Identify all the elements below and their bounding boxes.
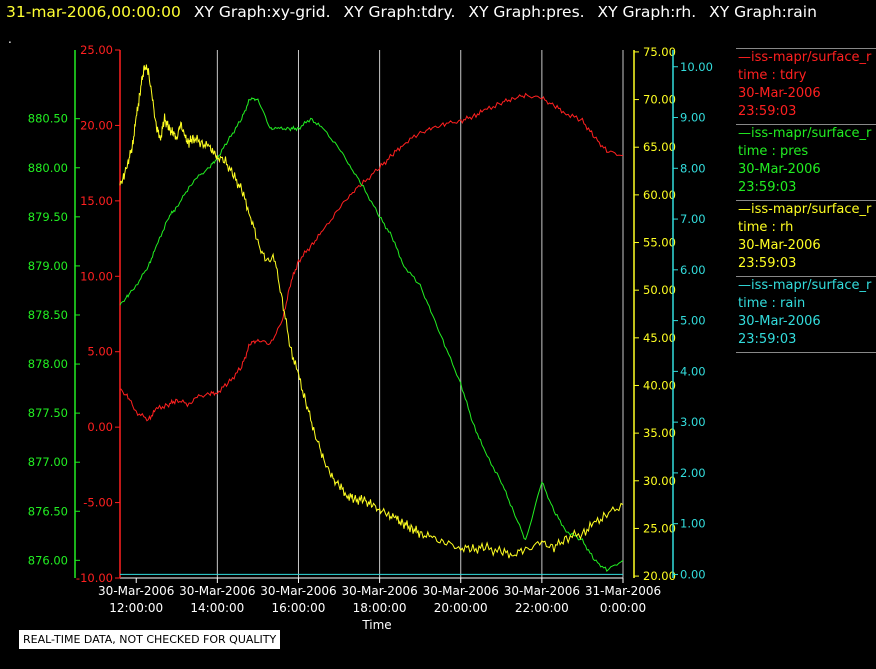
pres-axis-tick-label: 876.50 <box>28 504 68 518</box>
chart-header: 31-mar-2006,00:00:00 XY Graph:xy-grid. X… <box>6 2 817 22</box>
rain-axis-tick-label: 0.00 <box>680 567 706 581</box>
legend-var: time : rain <box>738 296 806 311</box>
rain-axis-tick-label: 7.00 <box>680 212 706 226</box>
legend-end-rule <box>736 352 876 353</box>
tdry-axis-tick-label: -10.00 <box>76 571 113 585</box>
rh-axis-tick-label: 55.00 <box>643 236 676 250</box>
legend-time: 23:59:03 <box>738 256 797 271</box>
rh-axis-tick-label: 40.00 <box>643 378 676 392</box>
rh-axis-tick-label: 50.00 <box>643 283 676 297</box>
pres-axis-tick-label: 880.00 <box>28 161 68 175</box>
x-tick-label-time: 22:00:00 <box>515 601 569 615</box>
rh-axis-tick-label: 35.00 <box>643 426 676 440</box>
rh-axis-tick-label: 75.00 <box>643 45 676 59</box>
legend-name: —iss-mapr/surface_r <box>738 278 872 293</box>
rh-axis-tick-label: 60.00 <box>643 188 676 202</box>
legend-var: time : pres <box>738 144 809 159</box>
pres-axis-tick-label: 878.50 <box>28 308 68 322</box>
x-tick-label-time: 14:00:00 <box>190 601 244 615</box>
legend-date: 30-Mar-2006 <box>738 162 821 177</box>
pres-axis-tick-label: 879.50 <box>28 210 68 224</box>
rain-axis-tick-label: 10.00 <box>680 60 713 74</box>
tdry-series-line <box>119 92 624 422</box>
rain-axis-tick-label: 5.00 <box>680 314 706 328</box>
rh-axis-tick-label: 20.00 <box>643 569 676 583</box>
graph-title-4: XY Graph:rain <box>709 3 817 21</box>
pres-axis-tick-label: 880.50 <box>28 112 68 126</box>
dot-marker: . <box>8 32 12 46</box>
tdry-axis-tick-label: 20.00 <box>80 118 113 132</box>
x-tick-label-date: 30-Mar-2006 <box>98 584 174 598</box>
x-tick-label-date: 30-Mar-2006 <box>341 584 417 598</box>
rain-axis-tick-label: 6.00 <box>680 263 706 277</box>
datetime-label: 31-mar-2006,00:00:00 <box>6 3 181 21</box>
graph-title-3: XY Graph:rh. <box>597 3 697 21</box>
legend: —iss-mapr/surface_r time : tdry 30-Mar-2… <box>736 48 876 353</box>
pres-axis-tick-label: 876.00 <box>28 553 68 567</box>
x-tick-label-date: 30-Mar-2006 <box>504 584 580 598</box>
legend-name: —iss-mapr/surface_r <box>738 202 872 217</box>
rh-axis-tick-label: 25.00 <box>643 521 676 535</box>
x-tick-label-date: 30-Mar-2006 <box>260 584 336 598</box>
rain-axis-tick-label: 3.00 <box>680 415 706 429</box>
pres-axis-tick-label: 879.00 <box>28 259 68 273</box>
x-tick-label-date: 30-Mar-2006 <box>423 584 499 598</box>
rain-axis-tick-label: 8.00 <box>680 161 706 175</box>
graph-title-1: XY Graph:tdry. <box>343 3 456 21</box>
legend-var: time : tdry <box>738 68 807 83</box>
legend-var: time : rh <box>738 220 794 235</box>
tdry-axis-tick-label: 15.00 <box>80 194 113 208</box>
x-tick-label-time: 0:00:00 <box>600 601 646 615</box>
pres-series-line <box>119 97 624 572</box>
rain-axis-tick-label: 4.00 <box>680 364 706 378</box>
rain-axis-tick-label: 1.00 <box>680 517 706 531</box>
rh-axis-tick-label: 65.00 <box>643 140 676 154</box>
legend-time: 23:59:03 <box>738 180 797 195</box>
tdry-axis-tick-label: -5.00 <box>83 496 113 510</box>
pres-axis-tick-label: 877.00 <box>28 455 68 469</box>
legend-item-rain: —iss-mapr/surface_r time : rain 30-Mar-2… <box>736 276 876 352</box>
quality-notice: REAL-TIME DATA, NOT CHECKED FOR QUALITY <box>19 630 281 649</box>
legend-name: —iss-mapr/surface_r <box>738 50 872 65</box>
x-tick-label-date: 30-Mar-2006 <box>179 584 255 598</box>
tdry-axis-tick-label: 0.00 <box>87 420 113 434</box>
rh-axis-tick-label: 30.00 <box>643 474 676 488</box>
graph-title-2: XY Graph:pres. <box>468 3 585 21</box>
rh-series-line <box>119 64 624 559</box>
legend-date: 30-Mar-2006 <box>738 238 821 253</box>
rh-axis-tick-label: 70.00 <box>643 93 676 107</box>
x-tick-label-time: 12:00:00 <box>109 601 163 615</box>
graph-title-0: XY Graph:xy-grid. <box>193 3 331 21</box>
tdry-axis-tick-label: 25.00 <box>80 43 113 57</box>
legend-time: 23:59:03 <box>738 332 797 347</box>
rain-axis-tick-label: 9.00 <box>680 111 706 125</box>
legend-name: —iss-mapr/surface_r <box>738 126 872 141</box>
legend-item-tdry: —iss-mapr/surface_r time : tdry 30-Mar-2… <box>736 48 876 124</box>
pres-axis-tick-label: 877.50 <box>28 406 68 420</box>
legend-date: 30-Mar-2006 <box>738 314 821 329</box>
rh-axis-tick-label: 45.00 <box>643 331 676 345</box>
x-tick-label-time: 18:00:00 <box>353 601 407 615</box>
legend-item-rh: —iss-mapr/surface_r time : rh 30-Mar-200… <box>736 200 876 276</box>
x-tick-label-time: 20:00:00 <box>434 601 488 615</box>
legend-date: 30-Mar-2006 <box>738 86 821 101</box>
tdry-axis-tick-label: 5.00 <box>87 345 113 359</box>
legend-time: 23:59:03 <box>738 104 797 119</box>
x-tick-label-time: 16:00:00 <box>272 601 326 615</box>
x-axis-label: Time <box>361 618 391 632</box>
legend-item-pres: —iss-mapr/surface_r time : pres 30-Mar-2… <box>736 124 876 200</box>
rain-axis-tick-label: 2.00 <box>680 466 706 480</box>
tdry-axis-tick-label: 10.00 <box>80 269 113 283</box>
pres-axis-tick-label: 878.00 <box>28 357 68 371</box>
x-tick-label-date: 31-Mar-2006 <box>585 584 661 598</box>
